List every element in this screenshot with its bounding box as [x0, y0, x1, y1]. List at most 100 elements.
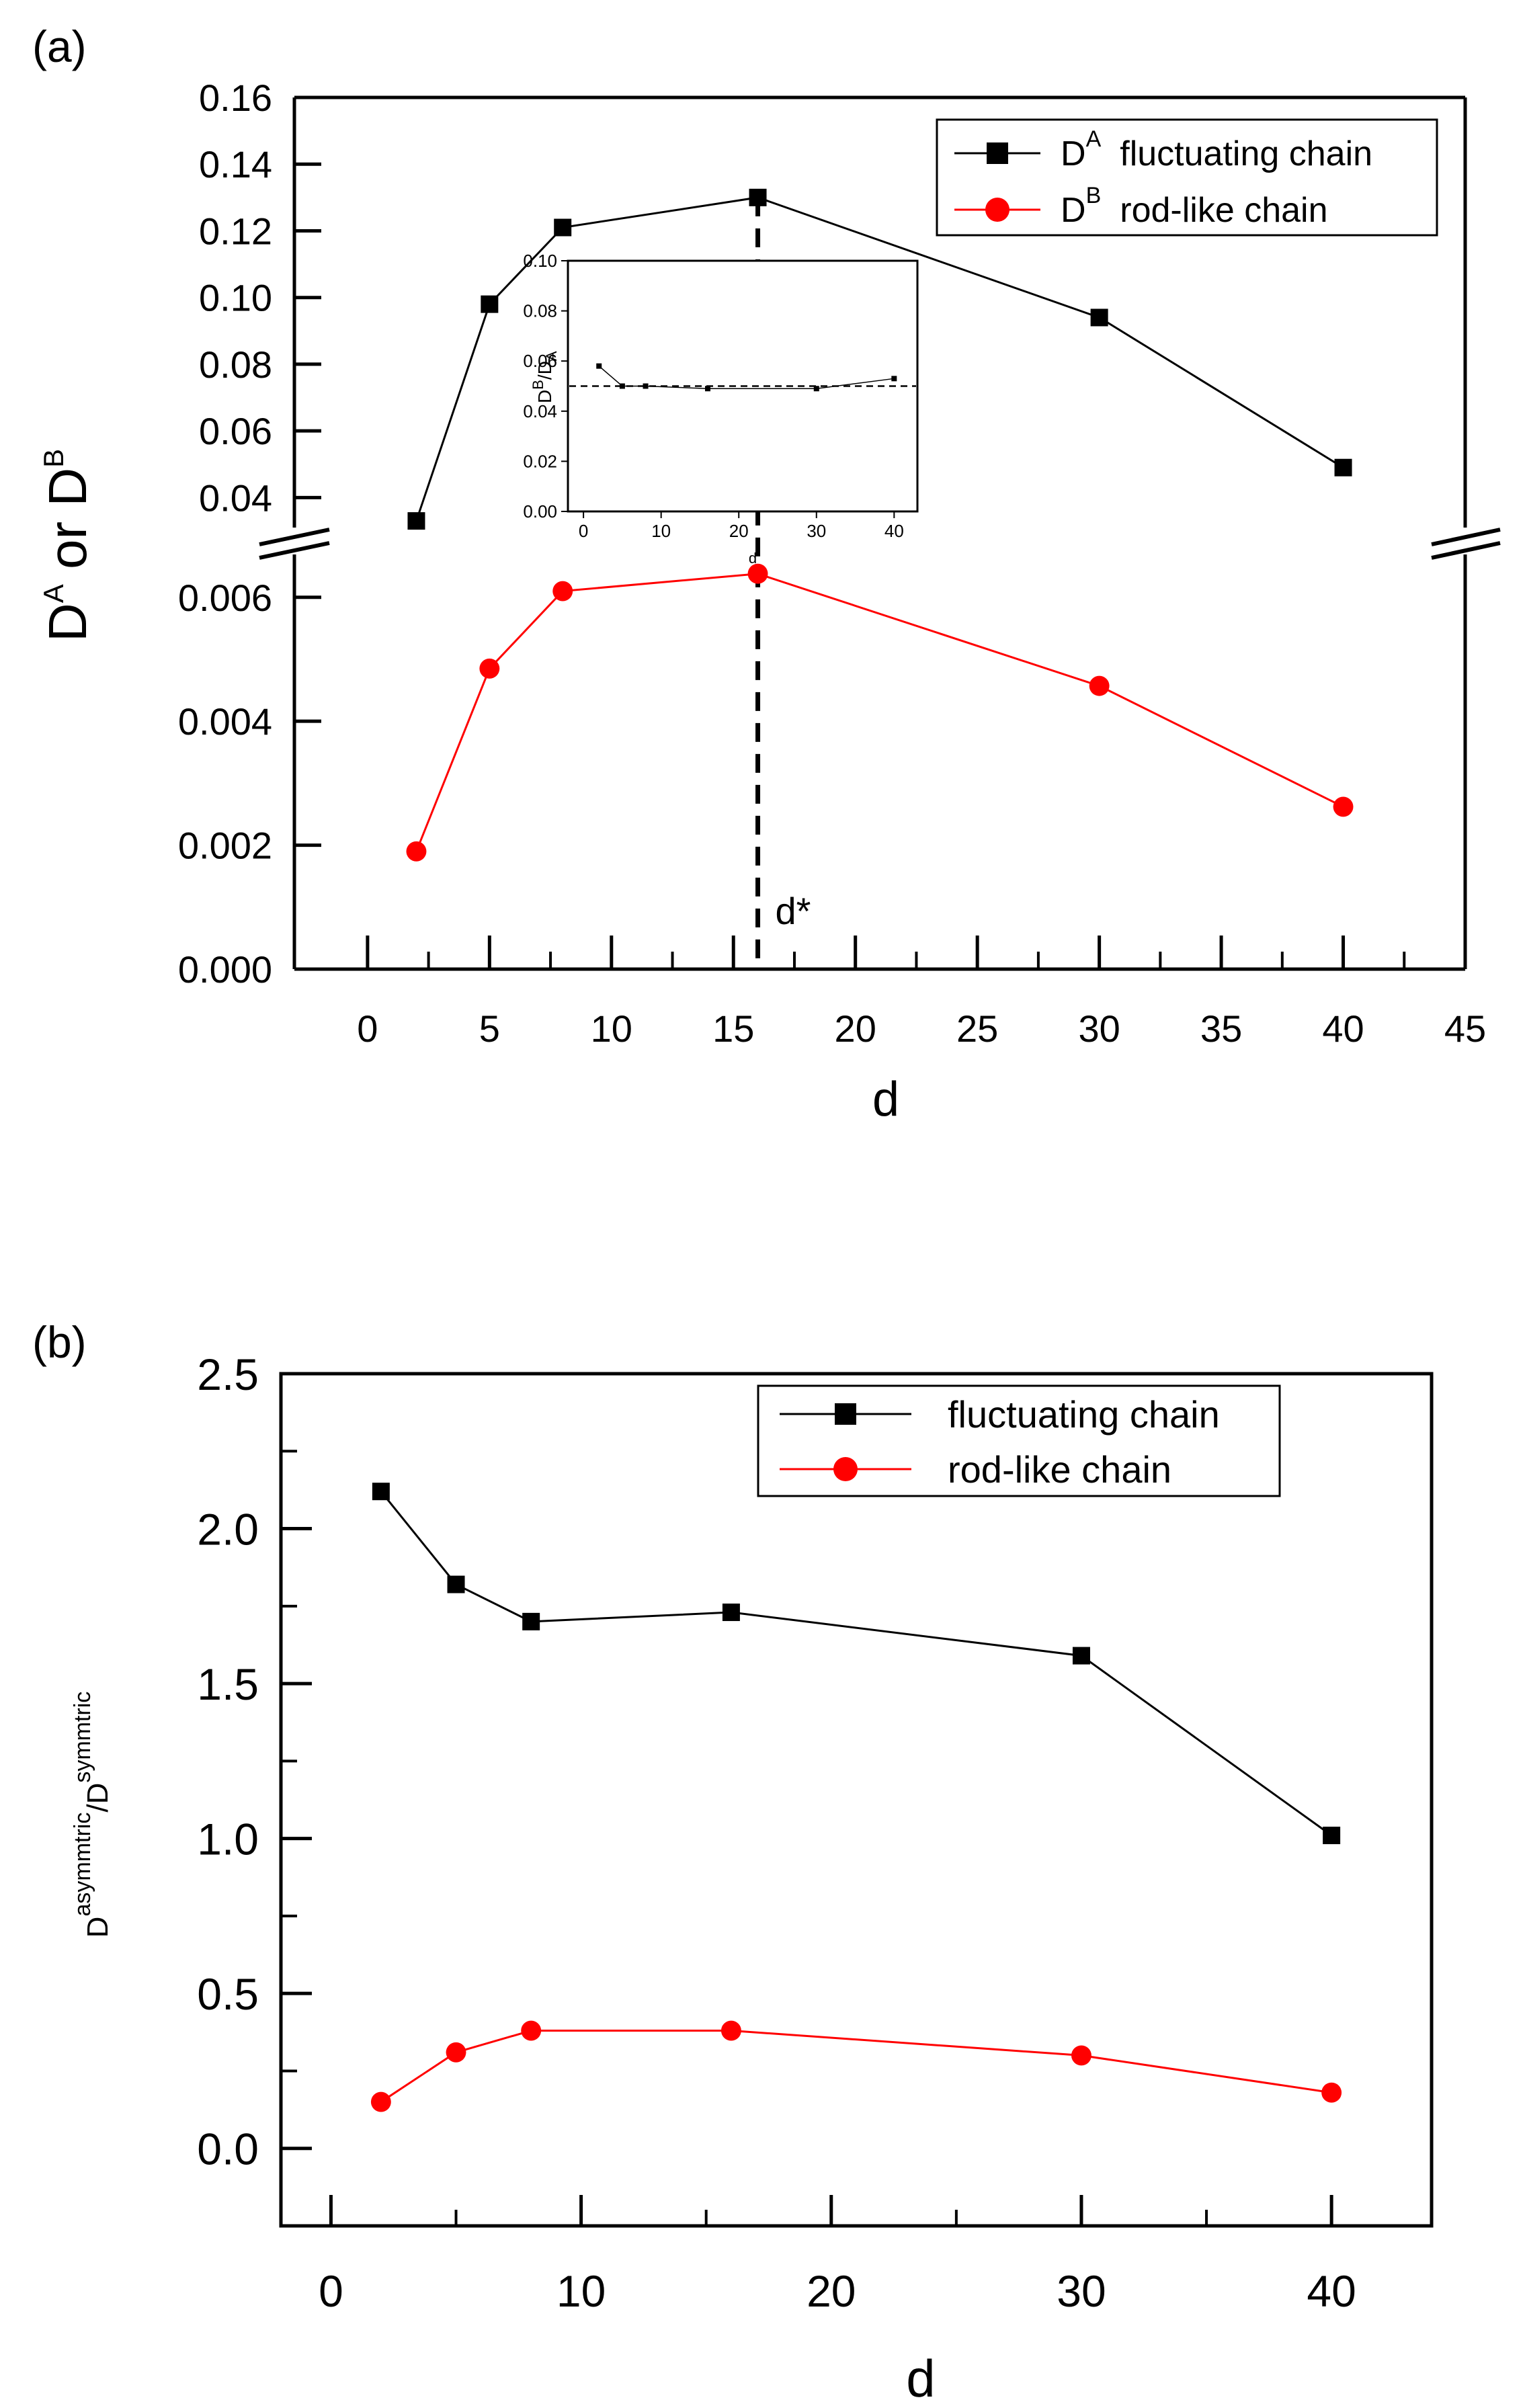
panel-a-y-tick-label: 0.004	[178, 700, 272, 743]
panel-a-y-tick-label: 0.006	[178, 577, 272, 619]
inset-point	[619, 383, 625, 389]
panel-a-x-tick-label: 25	[956, 1007, 998, 1050]
panel-a-y-tick-label: 0.06	[199, 410, 272, 452]
panel-a-circle-point	[1089, 675, 1110, 696]
panel-a-square-point	[1334, 458, 1352, 476]
panel-a-x-axis-label: d	[872, 1073, 899, 1126]
panel-a-x-tick-label: 35	[1200, 1007, 1242, 1050]
panel-a-x-tick-label: 0	[357, 1007, 378, 1050]
inset-point	[813, 386, 819, 392]
panel-a-axis-break-right	[1431, 528, 1501, 560]
panel-a-y-tick-label: 0.000	[178, 948, 272, 991]
panel-b-y-axis-label: Dasymmtric/Dsymmtric	[70, 1692, 114, 1938]
inset-ticks: 0 10 20 30 40 0.00 0.02 0.04 0.06 0.08 0.10	[523, 251, 903, 541]
panel-b-x-tick-label: 20	[807, 2266, 856, 2316]
panel-b-y-tick-label: 1.5	[197, 1659, 259, 1709]
panel-b-chart: (b) 0 10 20 30 40 0.0 0.5 1.0 1.5 2.0 2.5 Dasymmtr…	[32, 1317, 1434, 2408]
panel-b-circle-point	[720, 2020, 741, 2041]
panel-a-d-star-label: d*	[776, 890, 811, 932]
inset-y-tick-label: 0.06	[523, 351, 557, 371]
panel-b-ticks: 0 10 20 30 40 0.0 0.5 1.0 1.5 2.0 2.5	[197, 1350, 1356, 2316]
inset-y-tick-label: 0.02	[523, 451, 557, 471]
panel-a-x-tick-label: 15	[712, 1007, 754, 1050]
panel-b-x-axis-label: d	[906, 2349, 935, 2408]
panel-b-y-tick-label: 1.0	[197, 1815, 259, 1864]
panel-a-x-tick-label: 30	[1078, 1007, 1120, 1050]
panel-a-ticks: 0 5 10 15 20 25 30 35 40 45 0.04 0.06 0.08 0.10 0.12 0.…	[178, 77, 1486, 1050]
panel-b-square-point	[1323, 1827, 1341, 1845]
svg-text:rod-like chain: rod-like chain	[948, 1448, 1171, 1491]
inset-x-tick-label: 20	[729, 521, 749, 541]
inset-y-tick-label: 0.10	[523, 251, 557, 271]
panel-a-y-tick-label: 0.002	[178, 825, 272, 867]
svg-text:fluctuating chain: fluctuating chain	[948, 1393, 1220, 1436]
panel-a-circle-point	[747, 563, 768, 584]
panel-b-x-tick-label: 30	[1057, 2266, 1106, 2316]
panel-a-square-point	[554, 218, 572, 237]
panel-a-y-tick-label: 0.14	[199, 143, 272, 185]
panel-b-y-tick-label: 0.5	[197, 1969, 259, 2019]
panel-b-y-tick-label: 2.5	[197, 1350, 259, 1399]
inset-point	[596, 363, 602, 369]
panel-a-circle-point	[406, 841, 427, 862]
panel-a-series-line	[415, 196, 1344, 522]
panel-b-series-line	[380, 1491, 1333, 1837]
panel-a-chart: (a) 0 5 10 15 20 25 30 35 40 45 0.04 0.06 0.08 0.10 0.…	[32, 22, 1501, 1126]
inset-y-axis-label: DB/DA	[530, 351, 560, 403]
panel-b-y-tick-label: 2.0	[197, 1505, 259, 1554]
panel-a-x-tick-label: 10	[591, 1007, 632, 1050]
inset-x-axis-label: d	[749, 550, 757, 567]
panel-a-x-tick-label: 20	[835, 1007, 876, 1050]
inset-y-tick-label: 0.04	[523, 401, 557, 421]
panel-a-x-tick-label: 45	[1444, 1007, 1486, 1050]
panel-b-y-tick-label: 0.0	[197, 2124, 259, 2174]
panel-b-x-tick-label: 0	[319, 2266, 343, 2316]
panel-a-circle-point	[1333, 796, 1354, 817]
panel-a-square-point	[749, 188, 767, 206]
panel-b-x-tick-label: 40	[1307, 2266, 1356, 2316]
inset-x-tick-label: 10	[651, 521, 671, 541]
panel-b-legend: fluctuating chain rod-like chain	[757, 1384, 1281, 1497]
panel-a-y-tick-label: 0.10	[199, 277, 272, 319]
panel-a-axis-break-left	[259, 528, 330, 560]
panel-a-x-tick-label: 5	[479, 1007, 500, 1050]
legend-item-fluctuating-chain: DA fluctuating chain	[954, 126, 1372, 173]
panel-a-circle-point	[479, 658, 500, 679]
inset-y-tick-label: 0.00	[523, 501, 557, 522]
panel-b-square-point	[522, 1612, 540, 1630]
inset-x-tick-label: 30	[807, 521, 826, 541]
panel-a-square-point	[407, 512, 425, 530]
panel-b-square-point	[372, 1483, 390, 1501]
panel-a-y-tick-label: 0.12	[199, 210, 272, 252]
panel-b-frame	[279, 1372, 1434, 2228]
panel-b-square-point	[447, 1575, 465, 1593]
panel-b-x-tick-label: 10	[557, 2266, 606, 2316]
inset-series	[596, 363, 897, 392]
panel-a-y-axis-label: DA or DB	[38, 449, 97, 642]
panel-a-series-line	[415, 573, 1344, 852]
panel-a-inset: 0 10 20 30 400.000.020.040.060.080.10 DB/DA …	[523, 251, 919, 567]
panel-b-label: (b)	[32, 1317, 87, 1367]
panel-a-y-tick-label: 0.04	[199, 476, 272, 519]
legend-item-rod-like-chain: DB rod-like chain	[954, 183, 1328, 230]
panel-a-square-point	[481, 295, 499, 313]
panel-a-series	[406, 188, 1354, 862]
panel-a-circle-point	[552, 581, 573, 601]
panel-a-y-tick-label: 0.08	[199, 343, 272, 386]
inset-y-tick-label: 0.08	[523, 301, 557, 321]
inset-series-line	[598, 366, 895, 389]
legend-item-fluctuating-chain: fluctuating chain	[780, 1393, 1220, 1436]
panel-b-circle-point	[446, 2042, 466, 2063]
panel-b-circle-point	[1321, 2082, 1342, 2103]
panel-a-x-tick-label: 40	[1322, 1007, 1364, 1050]
inset-x-tick-label: 40	[884, 521, 904, 541]
panel-b-square-point	[1072, 1647, 1090, 1665]
panel-b-square-point	[722, 1604, 740, 1622]
panel-b-series	[370, 1483, 1342, 2112]
inset-point	[891, 376, 897, 382]
panel-a-label: (a)	[32, 22, 87, 71]
panel-a-square-point	[1090, 308, 1108, 327]
inset-x-tick-label: 0	[579, 521, 588, 541]
